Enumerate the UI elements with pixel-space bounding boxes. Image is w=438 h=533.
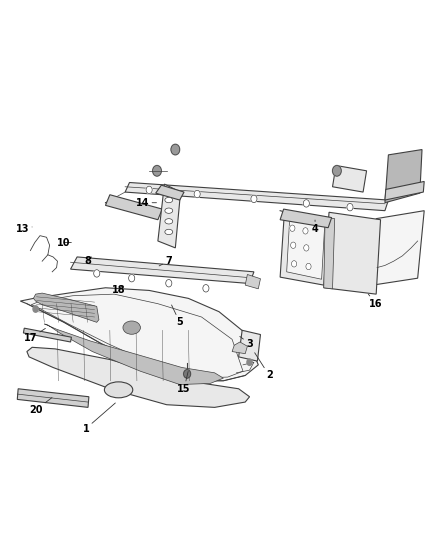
Circle shape <box>171 144 180 155</box>
Circle shape <box>306 263 311 270</box>
Polygon shape <box>280 209 332 228</box>
Ellipse shape <box>165 219 173 224</box>
Circle shape <box>194 190 200 198</box>
Polygon shape <box>239 330 261 361</box>
Text: 7: 7 <box>159 256 172 266</box>
Polygon shape <box>385 150 422 203</box>
Polygon shape <box>373 211 424 285</box>
Circle shape <box>33 306 38 312</box>
Circle shape <box>94 270 100 277</box>
Circle shape <box>166 279 172 287</box>
Circle shape <box>290 225 295 231</box>
Polygon shape <box>106 195 162 220</box>
Polygon shape <box>287 218 325 279</box>
Text: 13: 13 <box>16 224 32 235</box>
Polygon shape <box>324 217 335 289</box>
Circle shape <box>184 369 191 378</box>
Text: 2: 2 <box>254 353 272 381</box>
Circle shape <box>332 165 341 176</box>
Polygon shape <box>23 328 71 342</box>
Circle shape <box>291 261 297 267</box>
Ellipse shape <box>123 321 141 334</box>
Circle shape <box>303 228 308 234</box>
Text: 3: 3 <box>240 336 253 349</box>
Circle shape <box>304 245 309 251</box>
Circle shape <box>251 195 257 203</box>
Text: 1: 1 <box>82 403 115 434</box>
Ellipse shape <box>165 229 173 235</box>
Polygon shape <box>158 184 180 248</box>
Ellipse shape <box>165 208 173 213</box>
Circle shape <box>152 165 161 176</box>
Text: 10: 10 <box>57 238 71 247</box>
Circle shape <box>129 274 135 282</box>
Polygon shape <box>385 181 424 200</box>
Circle shape <box>290 242 296 248</box>
Text: 17: 17 <box>24 328 46 343</box>
Circle shape <box>247 359 252 366</box>
Circle shape <box>203 285 209 292</box>
Polygon shape <box>17 389 89 407</box>
Polygon shape <box>280 211 328 285</box>
Text: 18: 18 <box>112 286 125 295</box>
Text: 20: 20 <box>29 398 52 415</box>
Text: 4: 4 <box>312 220 318 235</box>
Polygon shape <box>125 182 389 211</box>
Polygon shape <box>245 274 261 289</box>
Circle shape <box>303 200 309 207</box>
Polygon shape <box>27 348 250 407</box>
Polygon shape <box>44 324 223 384</box>
Polygon shape <box>155 185 184 200</box>
Polygon shape <box>71 257 254 284</box>
Polygon shape <box>33 293 99 322</box>
Polygon shape <box>332 165 367 192</box>
Circle shape <box>347 204 353 211</box>
Ellipse shape <box>165 197 173 203</box>
Text: 15: 15 <box>177 372 191 394</box>
Text: 8: 8 <box>85 256 92 266</box>
Polygon shape <box>232 342 247 354</box>
Circle shape <box>146 186 152 193</box>
Polygon shape <box>324 212 381 294</box>
Text: 16: 16 <box>368 294 383 309</box>
Text: 14: 14 <box>136 198 156 208</box>
Ellipse shape <box>104 382 133 398</box>
Text: 5: 5 <box>172 305 183 327</box>
Polygon shape <box>20 288 258 381</box>
